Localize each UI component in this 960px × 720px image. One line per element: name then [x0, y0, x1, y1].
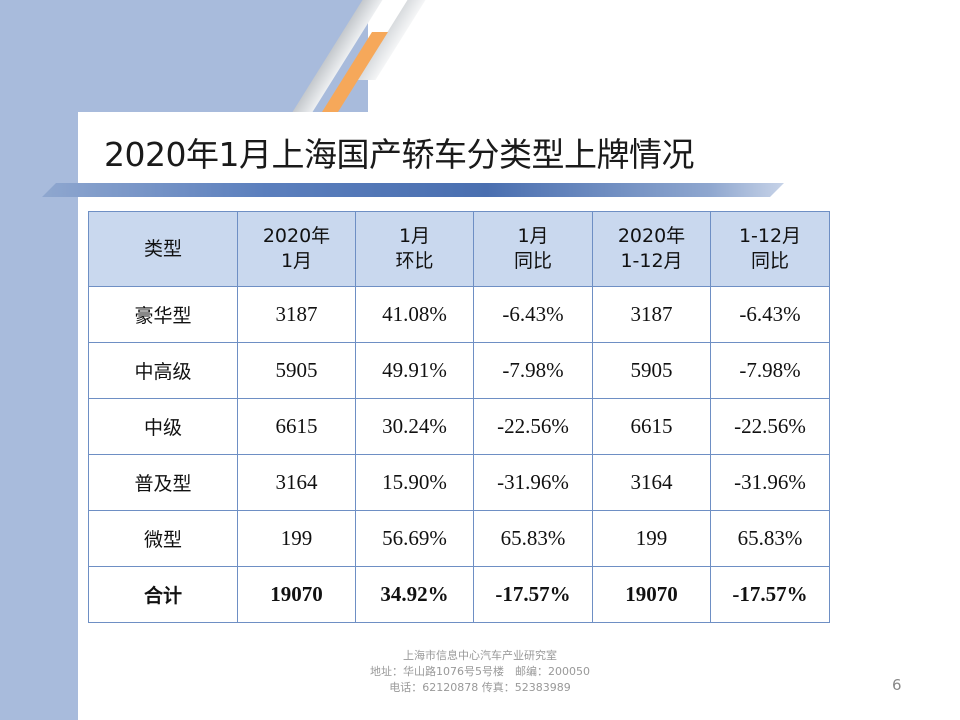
table-cell-category: 中高级	[88, 342, 238, 399]
table-cell: -22.56%	[710, 398, 830, 455]
footer-address: 地址：华山路1076号5号楼 邮编：200050	[370, 665, 590, 678]
table-cell: -31.96%	[473, 454, 593, 511]
table-cell: 199	[237, 510, 356, 567]
table-cell: 6615	[592, 398, 711, 455]
footer-contact: 上海市信息中心汽车产业研究室 地址：华山路1076号5号楼 邮编：200050 …	[330, 648, 630, 696]
table-row: 普及型 3164 15.90% -31.96% 3164 -31.96%	[88, 454, 830, 511]
header-cell-jan-mom: 1月 环比	[355, 211, 474, 287]
footer-org: 上海市信息中心汽车产业研究室	[403, 649, 557, 662]
table-cell: -22.56%	[473, 398, 593, 455]
table-cell: -7.98%	[473, 342, 593, 399]
title-underline-bar	[42, 183, 784, 197]
table-cell-category: 中级	[88, 398, 238, 455]
table-cell: 65.83%	[710, 510, 830, 567]
table-cell-category: 豪华型	[88, 286, 238, 343]
table-cell: 5905	[237, 342, 356, 399]
background-left-band	[0, 0, 78, 720]
header-cell-ytd-2020: 2020年 1-12月	[592, 211, 711, 287]
table-cell: 19070	[592, 566, 711, 623]
table-cell: 65.83%	[473, 510, 593, 567]
table-cell: 56.69%	[355, 510, 474, 567]
table-cell: 34.92%	[355, 566, 474, 623]
header-cell-jan-yoy: 1月 同比	[473, 211, 593, 287]
table-cell: 6615	[237, 398, 356, 455]
table-cell-category: 普及型	[88, 454, 238, 511]
table-cell: 199	[592, 510, 711, 567]
table-row: 中高级 5905 49.91% -7.98% 5905 -7.98%	[88, 342, 830, 399]
table-cell: 3164	[592, 454, 711, 511]
table-cell: 5905	[592, 342, 711, 399]
table-header-row: 类型 2020年 1月 1月 环比 1月 同比 2020年 1-12月 1-12月 同比	[88, 211, 830, 287]
header-cell-jan-2020: 2020年 1月	[237, 211, 356, 287]
table-row: 中级 6615 30.24% -22.56% 6615 -22.56%	[88, 398, 830, 455]
header-cell-type: 类型	[88, 211, 238, 287]
table-cell: 19070	[237, 566, 356, 623]
table-cell: 3164	[237, 454, 356, 511]
table-total-row: 合计 19070 34.92% -17.57% 19070 -17.57%	[88, 566, 830, 623]
table-cell-category: 微型	[88, 510, 238, 567]
table-cell: -6.43%	[710, 286, 830, 343]
table-row: 微型 199 56.69% 65.83% 199 65.83%	[88, 510, 830, 567]
table-cell: -17.57%	[473, 566, 593, 623]
table-cell: -6.43%	[473, 286, 593, 343]
table-cell: 49.91%	[355, 342, 474, 399]
page-number: 6	[892, 676, 902, 694]
table-cell: -17.57%	[710, 566, 830, 623]
table-cell: -31.96%	[710, 454, 830, 511]
table-cell: 30.24%	[355, 398, 474, 455]
registration-table: 类型 2020年 1月 1月 环比 1月 同比 2020年 1-12月 1-12月 同比 …	[88, 211, 830, 623]
slide-title: 2020年1月上海国产轿车分类型上牌情况	[104, 135, 694, 174]
table-cell-category: 合计	[88, 566, 238, 623]
table-cell: 3187	[237, 286, 356, 343]
table-cell: 41.08%	[355, 286, 474, 343]
table-cell: 15.90%	[355, 454, 474, 511]
table-cell: 3187	[592, 286, 711, 343]
table-cell: -7.98%	[710, 342, 830, 399]
table-row: 豪华型 3187 41.08% -6.43% 3187 -6.43%	[88, 286, 830, 343]
header-cell-ytd-yoy: 1-12月 同比	[710, 211, 830, 287]
footer-phone: 电话：62120878 传真：52383989	[389, 681, 571, 694]
